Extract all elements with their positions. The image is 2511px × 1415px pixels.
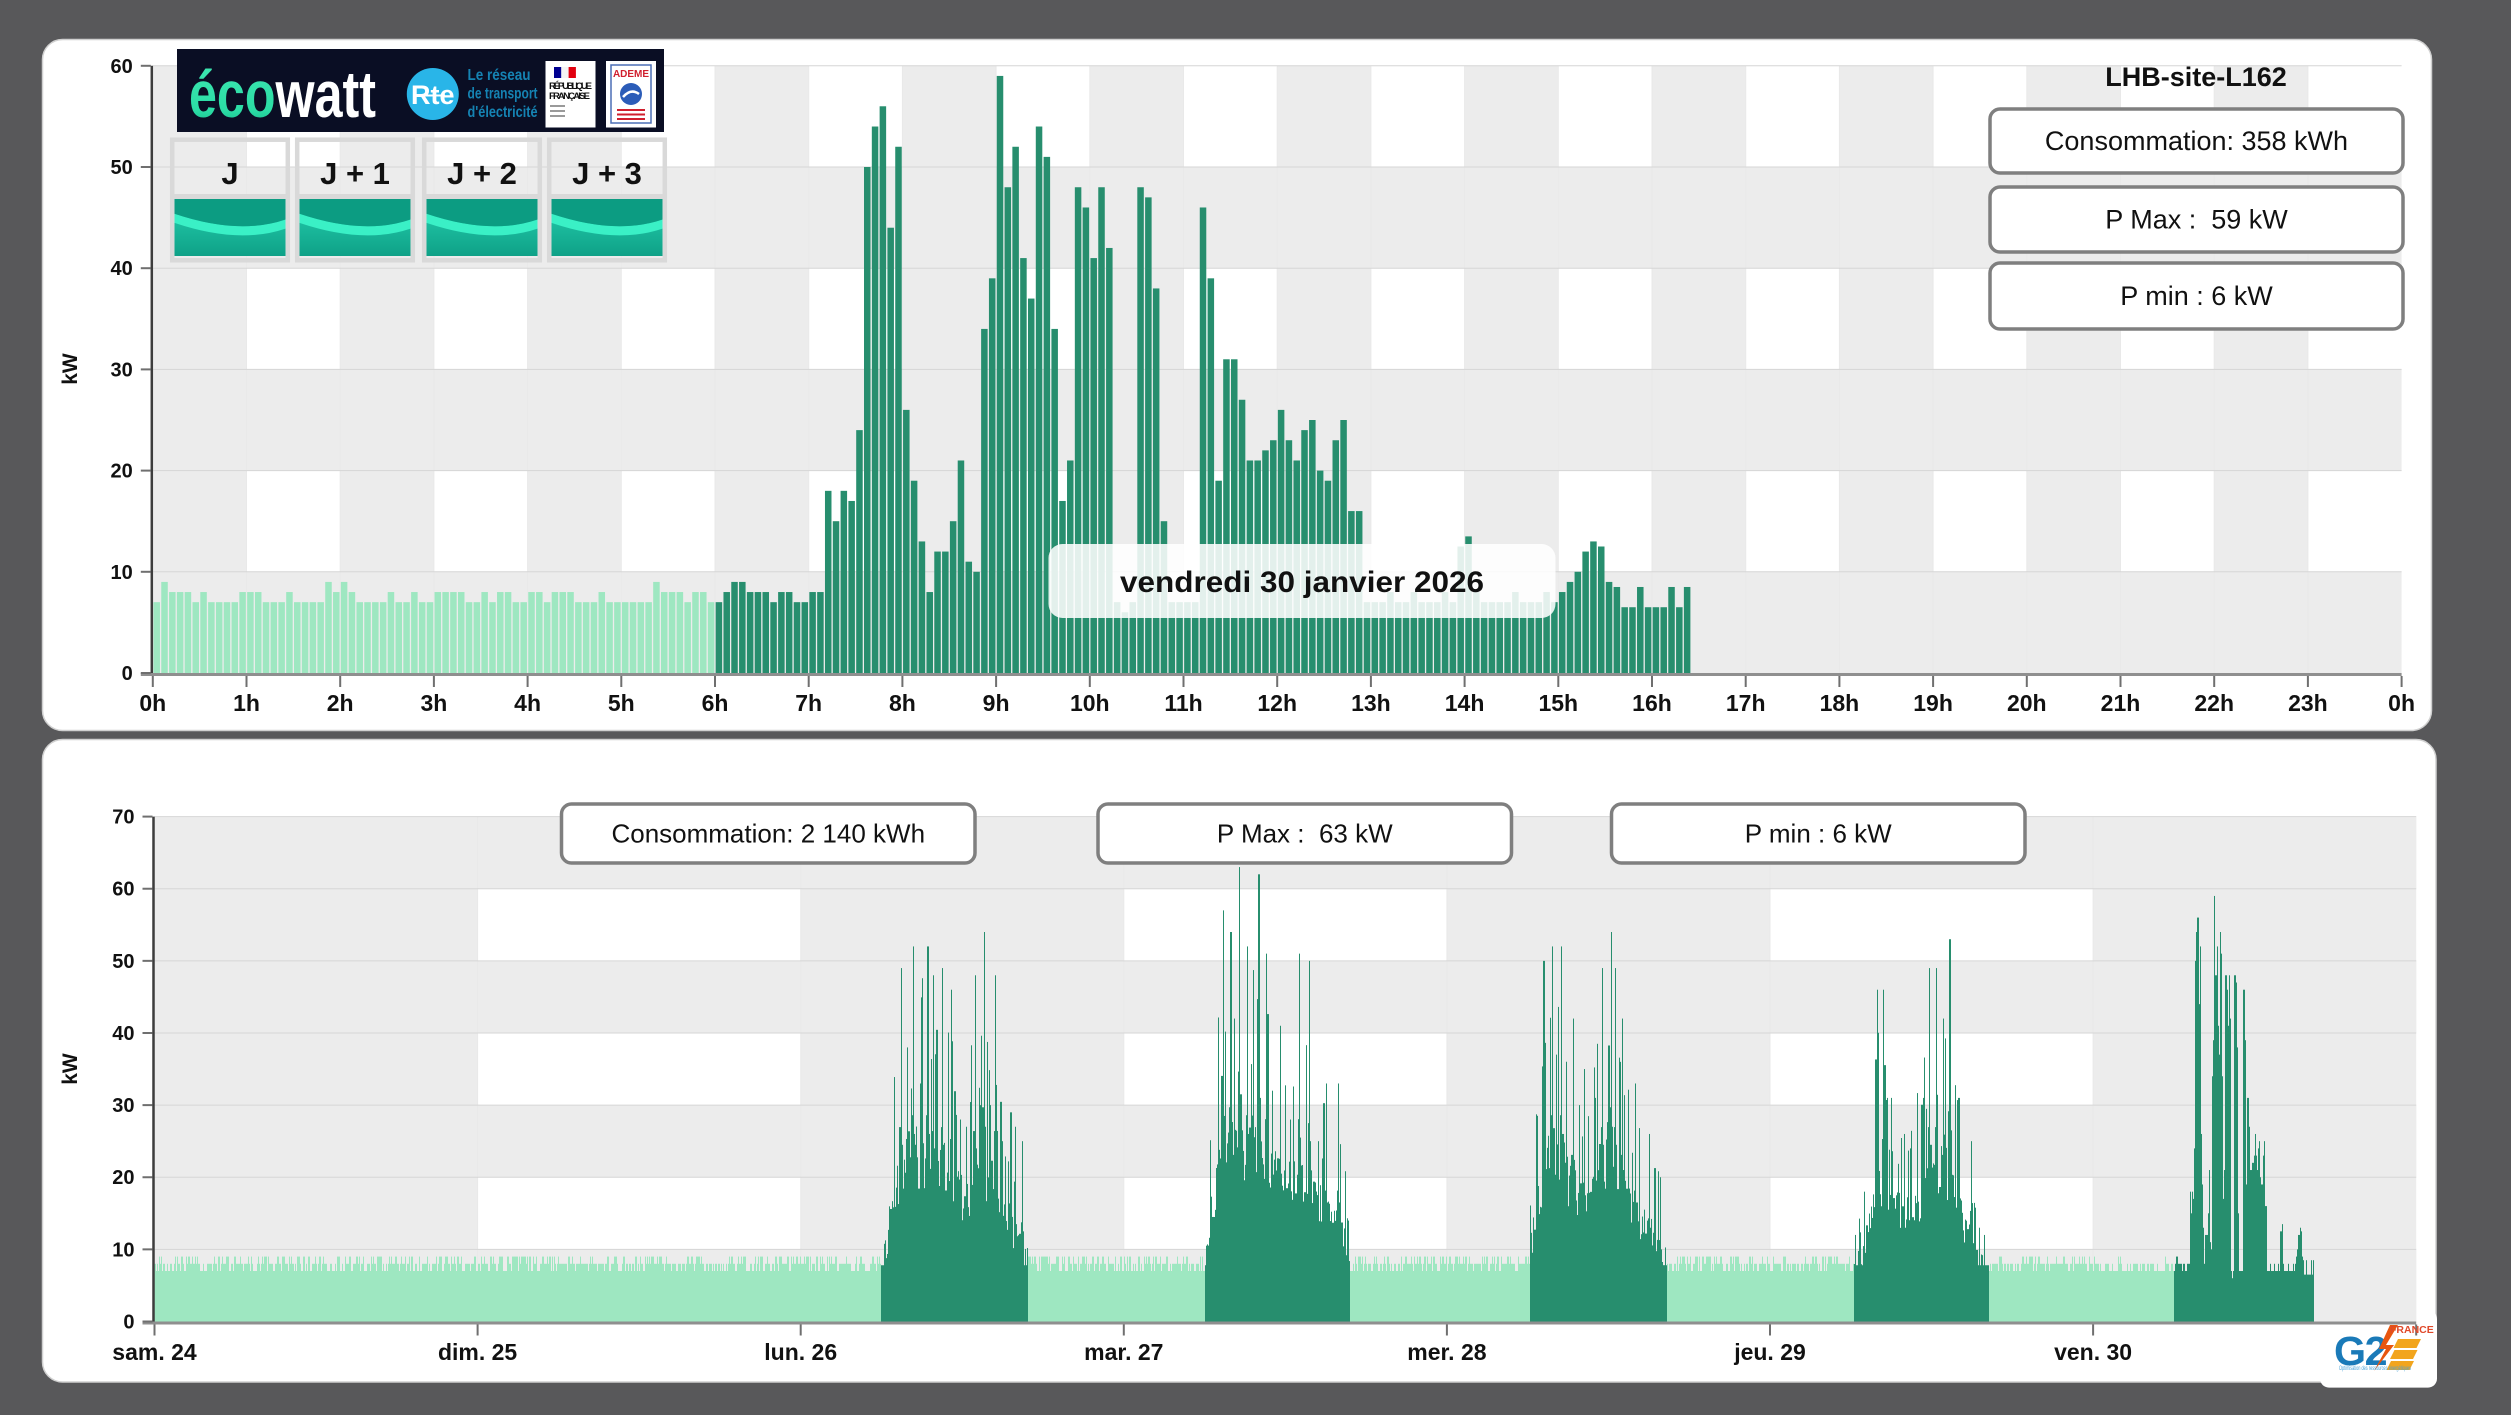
svg-text:10: 10	[112, 1239, 134, 1261]
svg-text:mar. 27: mar. 27	[1084, 1339, 1163, 1365]
svg-text:dim. 25: dim. 25	[438, 1339, 517, 1365]
svg-text:19h: 19h	[1913, 690, 1953, 716]
svg-text:30: 30	[111, 359, 133, 381]
svg-text:Consommation: 358 kWh: Consommation: 358 kWh	[2045, 126, 2348, 156]
svg-text:d'électricité: d'électricité	[468, 104, 538, 121]
svg-text:60: 60	[111, 56, 133, 78]
svg-text:3h: 3h	[420, 690, 447, 716]
svg-text:ven. 30: ven. 30	[2054, 1339, 2132, 1365]
svg-text:23h: 23h	[2288, 690, 2328, 716]
svg-text:ADEME: ADEME	[613, 69, 649, 80]
svg-text:0h: 0h	[139, 690, 166, 716]
svg-text:11h: 11h	[1164, 690, 1202, 716]
svg-text:P Max : 63 kW: P Max : 63 kW	[1217, 819, 1393, 849]
svg-text:40: 40	[111, 258, 133, 280]
svg-text:J: J	[221, 156, 238, 191]
svg-text:jeu. 29: jeu. 29	[1733, 1339, 1806, 1365]
svg-text:4h: 4h	[514, 690, 541, 716]
svg-text:14h: 14h	[1445, 690, 1485, 716]
svg-text:15h: 15h	[1538, 690, 1578, 716]
svg-text:RÉPUBLIQUE: RÉPUBLIQUE	[549, 81, 592, 92]
svg-text:10: 10	[111, 562, 133, 584]
svg-text:Le réseau: Le réseau	[468, 67, 531, 84]
svg-text:30: 30	[112, 1095, 134, 1117]
svg-text:J + 1: J + 1	[320, 156, 390, 191]
svg-text:0: 0	[122, 663, 133, 685]
svg-text:lun. 26: lun. 26	[764, 1339, 837, 1365]
svg-text:P min : 6 kW: P min : 6 kW	[2120, 281, 2273, 311]
svg-text:sam. 24: sam. 24	[112, 1339, 197, 1365]
svg-text:70: 70	[112, 807, 134, 829]
svg-text:13h: 13h	[1351, 690, 1391, 716]
svg-text:J + 2: J + 2	[447, 156, 517, 191]
svg-text:18h: 18h	[1820, 690, 1860, 716]
svg-text:50: 50	[112, 951, 134, 973]
svg-text:FRANÇAISE: FRANÇAISE	[549, 91, 590, 102]
svg-text:6h: 6h	[702, 690, 729, 716]
svg-text:P min : 6 kW: P min : 6 kW	[1745, 819, 1892, 849]
svg-text:vendredi 30 janvier 2026: vendredi 30 janvier 2026	[1120, 566, 1484, 599]
svg-text:de transport: de transport	[468, 86, 539, 103]
svg-text:8h: 8h	[889, 690, 916, 716]
svg-text:P Max : 59 kW: P Max : 59 kW	[2105, 205, 2288, 235]
svg-text:17h: 17h	[1726, 690, 1766, 716]
svg-text:LHB-site-L162: LHB-site-L162	[2105, 62, 2287, 92]
svg-text:Optimisation des ressources én: Optimisation des ressources énergétiques	[2339, 1365, 2411, 1372]
svg-text:16h: 16h	[1632, 690, 1672, 716]
svg-text:21h: 21h	[2101, 690, 2141, 716]
svg-text:50: 50	[111, 157, 133, 179]
svg-text:Consommation: 2 140 kWh: Consommation: 2 140 kWh	[611, 819, 925, 849]
svg-text:FRANCE: FRANCE	[2390, 1324, 2434, 1336]
svg-text:20h: 20h	[2007, 690, 2047, 716]
svg-text:kW: kW	[59, 353, 82, 385]
svg-text:12h: 12h	[1257, 690, 1297, 716]
svg-text:22h: 22h	[2194, 690, 2234, 716]
svg-text:9h: 9h	[983, 690, 1010, 716]
svg-text:7h: 7h	[795, 690, 822, 716]
svg-text:0: 0	[123, 1312, 134, 1334]
svg-text:2h: 2h	[327, 690, 354, 716]
svg-text:G2: G2	[2334, 1328, 2387, 1374]
svg-text:mer. 28: mer. 28	[1407, 1339, 1486, 1365]
svg-text:kW: kW	[59, 1053, 82, 1085]
svg-text:60: 60	[112, 879, 134, 901]
svg-text:20: 20	[112, 1167, 134, 1189]
svg-text:écowatt: écowatt	[189, 57, 376, 131]
svg-text:40: 40	[112, 1023, 134, 1045]
svg-text:20: 20	[111, 461, 133, 483]
svg-text:5h: 5h	[608, 690, 635, 716]
svg-text:1h: 1h	[233, 690, 260, 716]
svg-text:0h: 0h	[2388, 690, 2415, 716]
svg-text:10h: 10h	[1070, 690, 1110, 716]
svg-text:J + 3: J + 3	[572, 156, 642, 191]
